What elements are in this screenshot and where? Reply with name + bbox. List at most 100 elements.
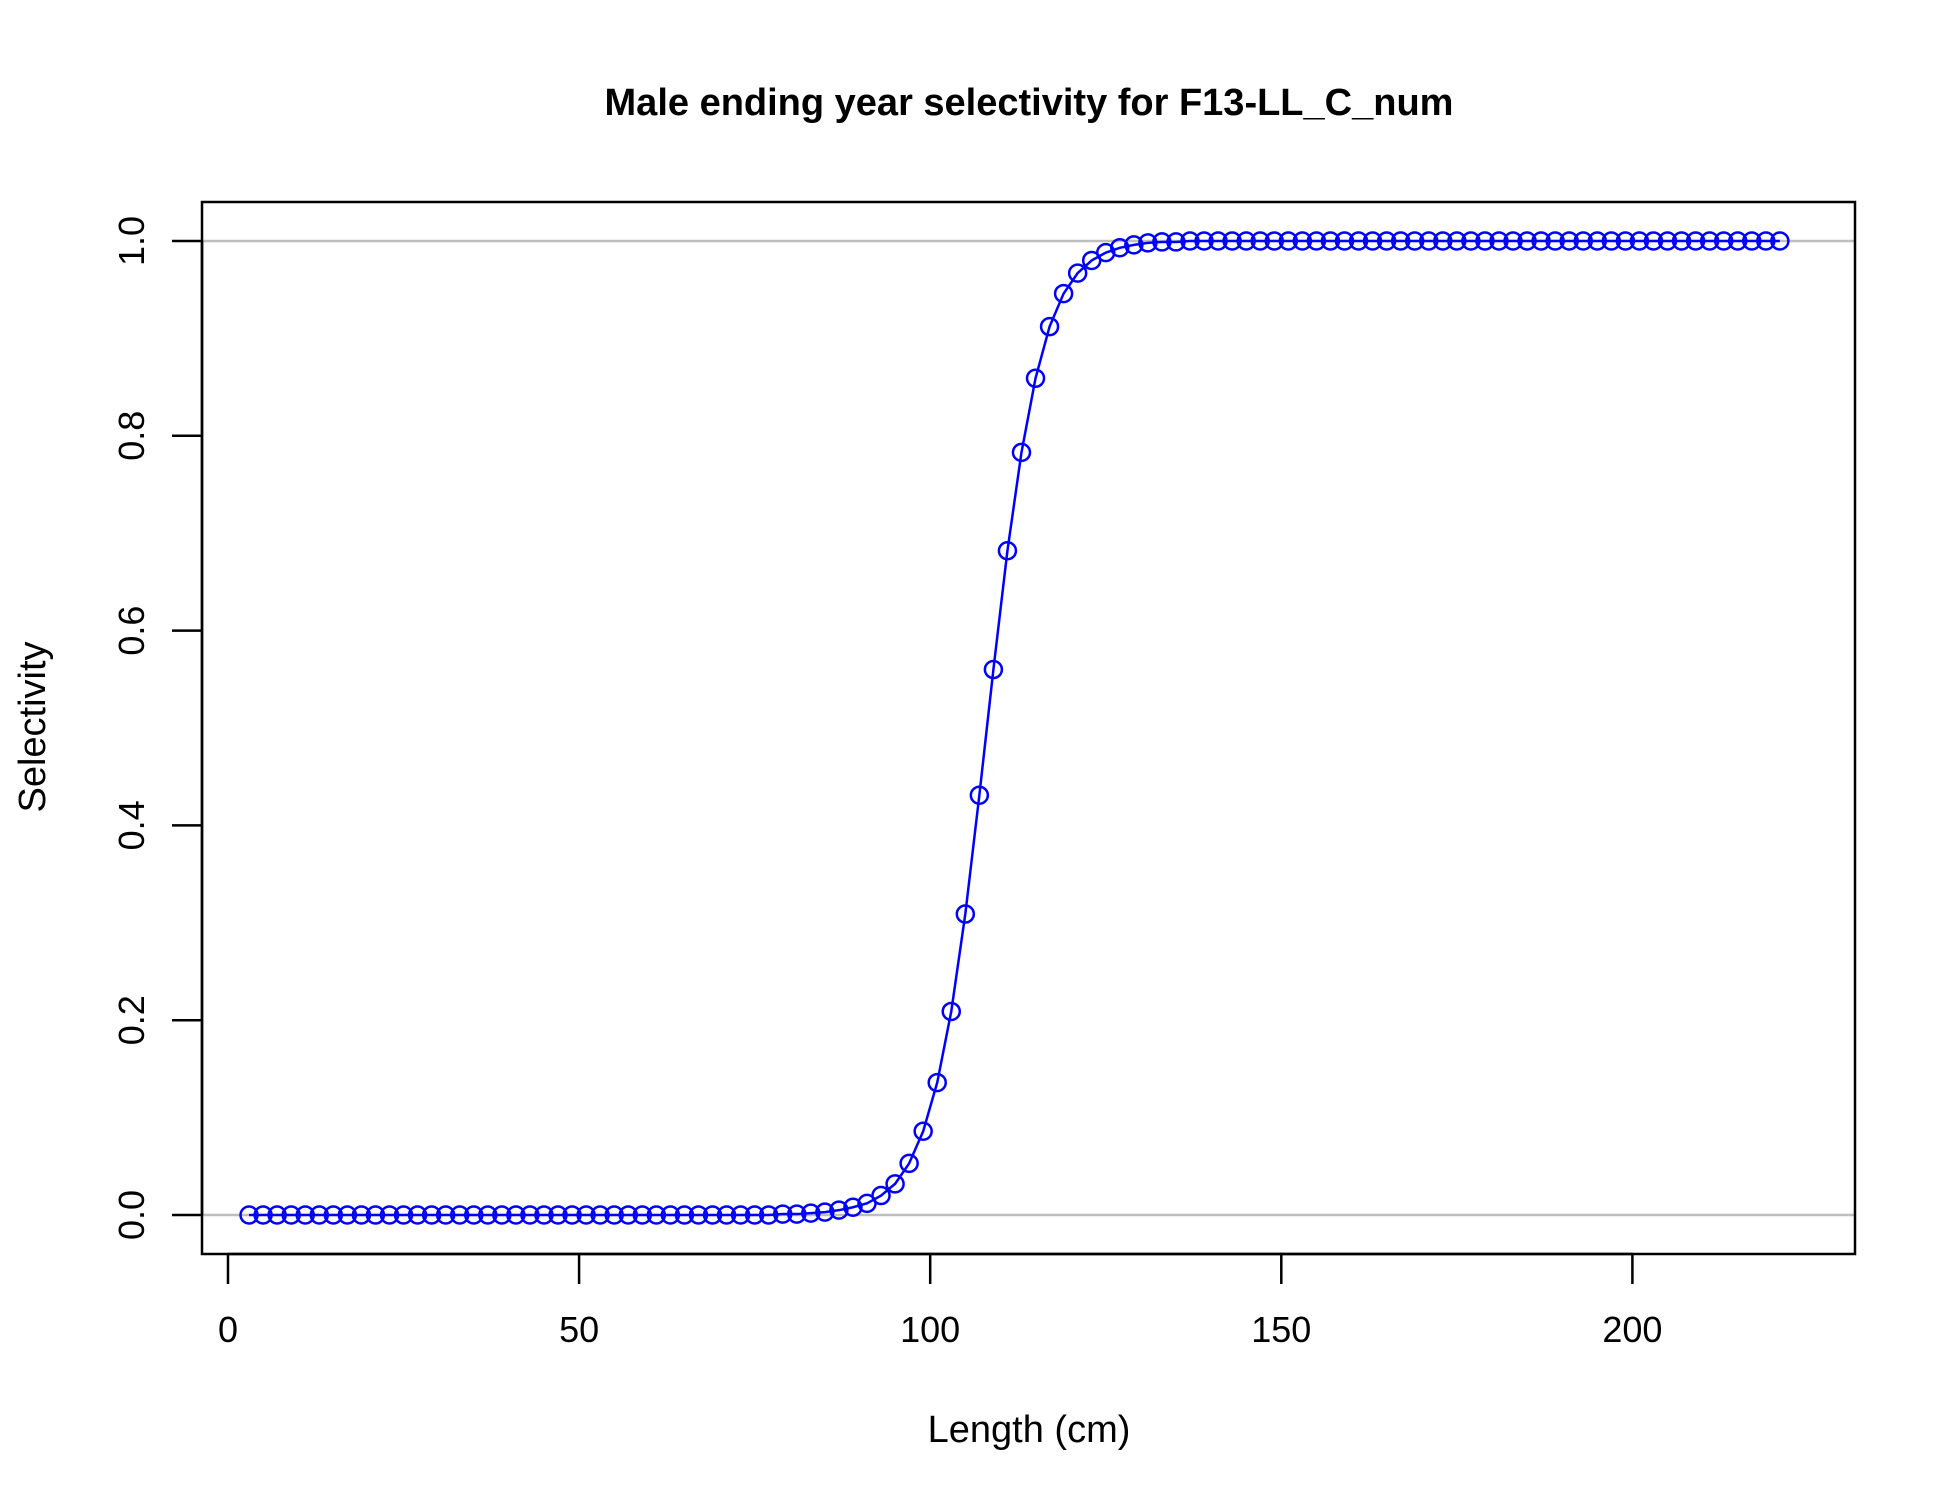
y-tick-label: 0.6 bbox=[111, 606, 152, 656]
data-point bbox=[1433, 231, 1453, 251]
data-point bbox=[941, 1001, 962, 1022]
y-tick-label: 1.0 bbox=[111, 216, 152, 266]
data-point bbox=[478, 1205, 498, 1225]
data-point bbox=[1278, 231, 1299, 251]
data-point bbox=[1447, 231, 1467, 251]
data-point bbox=[1517, 231, 1537, 251]
plot-series bbox=[239, 231, 1790, 1225]
data-point bbox=[955, 904, 976, 924]
x-tick-label: 150 bbox=[1251, 1309, 1311, 1350]
data-point bbox=[1348, 231, 1369, 251]
data-point bbox=[913, 1121, 933, 1142]
data-point bbox=[323, 1205, 344, 1225]
data-point bbox=[464, 1205, 484, 1225]
data-point bbox=[1292, 231, 1313, 251]
data-point bbox=[997, 540, 1018, 561]
data-point bbox=[562, 1205, 582, 1225]
data-point bbox=[435, 1205, 456, 1225]
data-point bbox=[927, 1072, 947, 1093]
data-point bbox=[1657, 231, 1678, 251]
data-point bbox=[1180, 231, 1200, 251]
data-point bbox=[674, 1205, 695, 1225]
data-point bbox=[492, 1205, 512, 1225]
data-point bbox=[351, 1205, 372, 1225]
data-point bbox=[1053, 283, 1074, 304]
data-point bbox=[1475, 231, 1495, 251]
plot-frame bbox=[200, 200, 1857, 1256]
data-point bbox=[1404, 231, 1425, 251]
data-point bbox=[660, 1205, 681, 1225]
data-point bbox=[548, 1205, 568, 1225]
data-point bbox=[1166, 232, 1186, 252]
data-point bbox=[281, 1205, 301, 1225]
data-point bbox=[1250, 231, 1270, 251]
data-point bbox=[843, 1197, 863, 1217]
data-point bbox=[1306, 231, 1327, 251]
data-point bbox=[1489, 231, 1509, 251]
data-point bbox=[253, 1205, 273, 1225]
data-point bbox=[1559, 231, 1579, 251]
data-point bbox=[1461, 231, 1481, 251]
data-point bbox=[1419, 231, 1439, 251]
data-point bbox=[1152, 232, 1172, 252]
data-point bbox=[632, 1205, 653, 1225]
data-point bbox=[1545, 231, 1565, 251]
data-point bbox=[1713, 231, 1734, 251]
data-point bbox=[1742, 231, 1762, 251]
data-point bbox=[1685, 231, 1706, 251]
data-point bbox=[1531, 231, 1551, 251]
data-point bbox=[1503, 231, 1523, 251]
data-point bbox=[1264, 231, 1285, 251]
data-point bbox=[758, 1205, 779, 1225]
data-point bbox=[1039, 316, 1060, 337]
data-point bbox=[1334, 231, 1355, 251]
data-point bbox=[1110, 238, 1130, 258]
y-tick-label: 0.8 bbox=[111, 411, 152, 461]
data-point bbox=[576, 1205, 596, 1225]
data-point bbox=[1601, 231, 1622, 251]
x-axis-label: Length (cm) bbox=[928, 1409, 1131, 1451]
data-point bbox=[744, 1205, 765, 1225]
data-point bbox=[1587, 231, 1608, 251]
data-point bbox=[969, 785, 990, 805]
data-point bbox=[899, 1153, 919, 1174]
data-point bbox=[590, 1205, 610, 1225]
data-point bbox=[267, 1205, 287, 1225]
data-point bbox=[1025, 368, 1046, 389]
x-axis: 0 50 100 150 200 bbox=[218, 1252, 1662, 1350]
x-tick-label: 50 bbox=[559, 1309, 599, 1350]
data-point bbox=[716, 1205, 737, 1225]
data-point bbox=[1320, 231, 1341, 251]
x-tick-label: 200 bbox=[1602, 1309, 1662, 1350]
data-point bbox=[393, 1205, 414, 1225]
data-point bbox=[604, 1205, 624, 1225]
data-point bbox=[772, 1204, 793, 1224]
data-point bbox=[702, 1205, 723, 1225]
data-point bbox=[815, 1202, 835, 1222]
data-point bbox=[1727, 231, 1748, 251]
data-point bbox=[1362, 231, 1383, 251]
data-point bbox=[337, 1205, 358, 1225]
data-point bbox=[1699, 231, 1720, 251]
data-point bbox=[871, 1185, 891, 1206]
data-point bbox=[421, 1205, 442, 1225]
data-point bbox=[730, 1205, 751, 1225]
data-point bbox=[1643, 231, 1664, 251]
data-point bbox=[520, 1205, 540, 1225]
data-point bbox=[506, 1205, 526, 1225]
chart-title: Male ending year selectivity for F13-LL_… bbox=[605, 82, 1454, 124]
y-axis: 0.0 0.2 0.4 0.6 0.8 1.0 bbox=[111, 216, 204, 1240]
data-point bbox=[787, 1204, 807, 1224]
data-point bbox=[1124, 235, 1144, 255]
data-point bbox=[239, 1205, 259, 1225]
data-point bbox=[646, 1205, 667, 1225]
data-point bbox=[1671, 231, 1692, 251]
data-point bbox=[1376, 231, 1397, 251]
data-point bbox=[1615, 231, 1636, 251]
selectivity-line bbox=[249, 239, 1780, 1217]
y-tick-label: 0.0 bbox=[111, 1190, 152, 1240]
y-tick-label: 0.4 bbox=[111, 800, 152, 850]
data-point bbox=[1011, 442, 1032, 463]
